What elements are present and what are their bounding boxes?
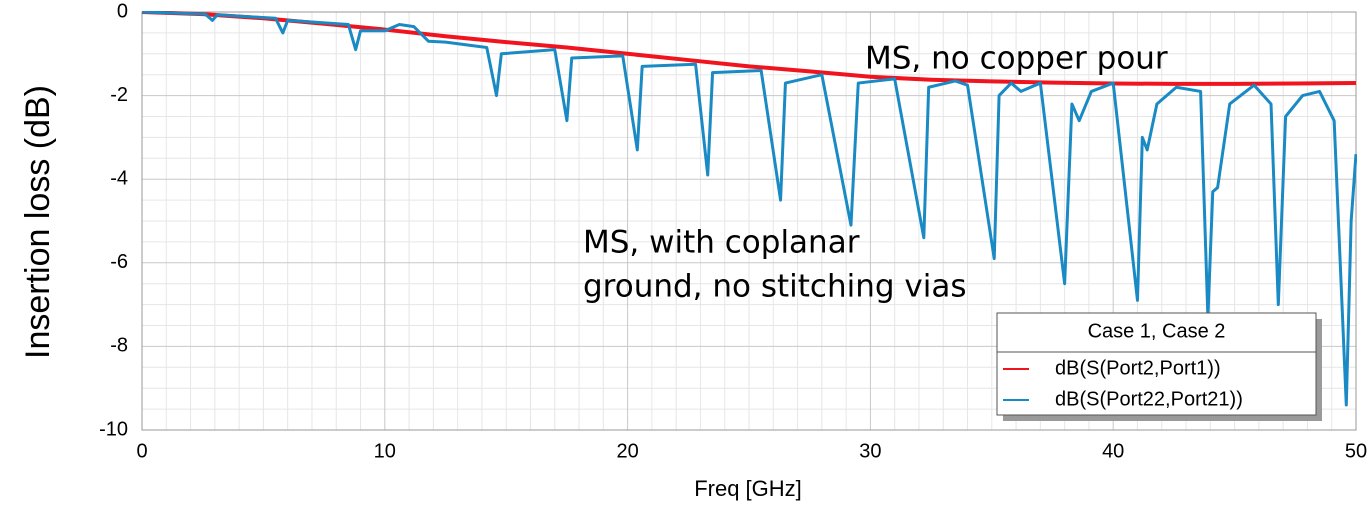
legend [996,312,1317,416]
legend-title: Case 1, Case 2 [1088,320,1226,342]
legend-label: dB(S(Port2,Port1)) [1055,357,1221,379]
x-axis-label: Freq [GHz] [694,476,802,501]
y-tick-label: -8 [110,335,128,357]
y-tick-label: -2 [110,84,128,106]
annotation: MS, with coplanar [583,225,860,261]
annotation: ground, no stitching vias [583,269,967,305]
x-tick-label: 30 [859,440,881,462]
x-tick-label: 50 [1345,440,1367,462]
y-tick-label: -4 [110,167,128,189]
y-axis-label: Insertion loss (dB) [19,85,57,359]
legend-label: dB(S(Port22,Port21)) [1055,388,1243,410]
y-tick-label: 0 [117,0,128,22]
x-tick-label: 10 [374,440,396,462]
y-tick-label: -6 [110,251,128,273]
x-tick-label: 0 [136,440,147,462]
x-tick-label: 20 [616,440,638,462]
annotation: MS, no copper pour [865,41,1168,77]
series-line [142,11,1357,407]
y-tick-label: -10 [99,418,128,440]
plot-frame [141,11,1357,431]
x-tick-label: 40 [1102,440,1124,462]
